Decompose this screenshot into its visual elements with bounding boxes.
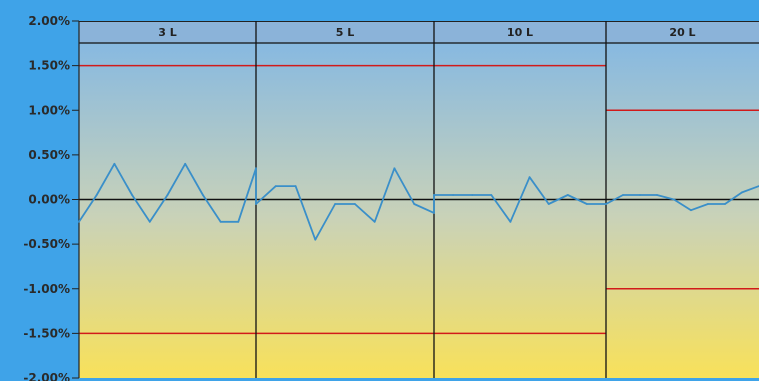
series-point [690, 209, 692, 212]
section-label: 5 L [336, 26, 355, 39]
series-point [393, 167, 396, 170]
series-point [95, 194, 98, 196]
series-point [741, 191, 743, 194]
y-tick-label: -2.00% [23, 371, 70, 381]
series-point [166, 194, 169, 196]
series-point [509, 220, 512, 223]
series-point [724, 203, 726, 205]
section-header-band [79, 21, 759, 43]
series-point [639, 194, 641, 196]
series-point [255, 203, 257, 205]
series-point [471, 194, 474, 196]
series-point [113, 162, 116, 165]
section-label: 20 L [669, 26, 695, 39]
series-point [314, 238, 317, 241]
series-point [413, 203, 416, 205]
y-tick-label: 1.00% [28, 103, 70, 117]
series-point [274, 185, 277, 188]
section-label: 10 L [507, 26, 533, 39]
series-point [673, 198, 675, 201]
y-tick-label: 1.50% [28, 59, 70, 73]
series-line [78, 162, 759, 241]
y-tick-label: 0.00% [28, 193, 70, 207]
series-point [528, 176, 531, 179]
series-point [373, 220, 376, 223]
y-tick-label: 0.50% [28, 148, 70, 162]
series-point [219, 220, 222, 223]
series-point [78, 220, 80, 223]
y-tick-label: -1.50% [23, 326, 70, 340]
series-point [353, 203, 356, 205]
series-point [202, 194, 204, 196]
series-point [433, 194, 435, 196]
series-point [452, 194, 455, 196]
series-point [237, 220, 240, 223]
series-point [707, 203, 709, 205]
series-point [433, 211, 435, 214]
series-point [294, 185, 297, 188]
series-point [566, 194, 569, 196]
series-point [148, 220, 151, 223]
series-point [605, 203, 607, 205]
series-point [622, 194, 624, 196]
y-tick-label: 2.00% [28, 14, 70, 28]
series-point [131, 194, 134, 196]
series-point [547, 203, 550, 205]
series-point [585, 203, 588, 205]
y-tick-label: -0.50% [23, 237, 70, 251]
series-point [490, 194, 493, 196]
series-point [184, 162, 187, 165]
y-tick-label: -1.00% [23, 282, 70, 296]
series-point [255, 167, 257, 170]
section-label: 3 L [158, 26, 177, 39]
series-point [334, 203, 337, 205]
series-point [656, 194, 658, 196]
